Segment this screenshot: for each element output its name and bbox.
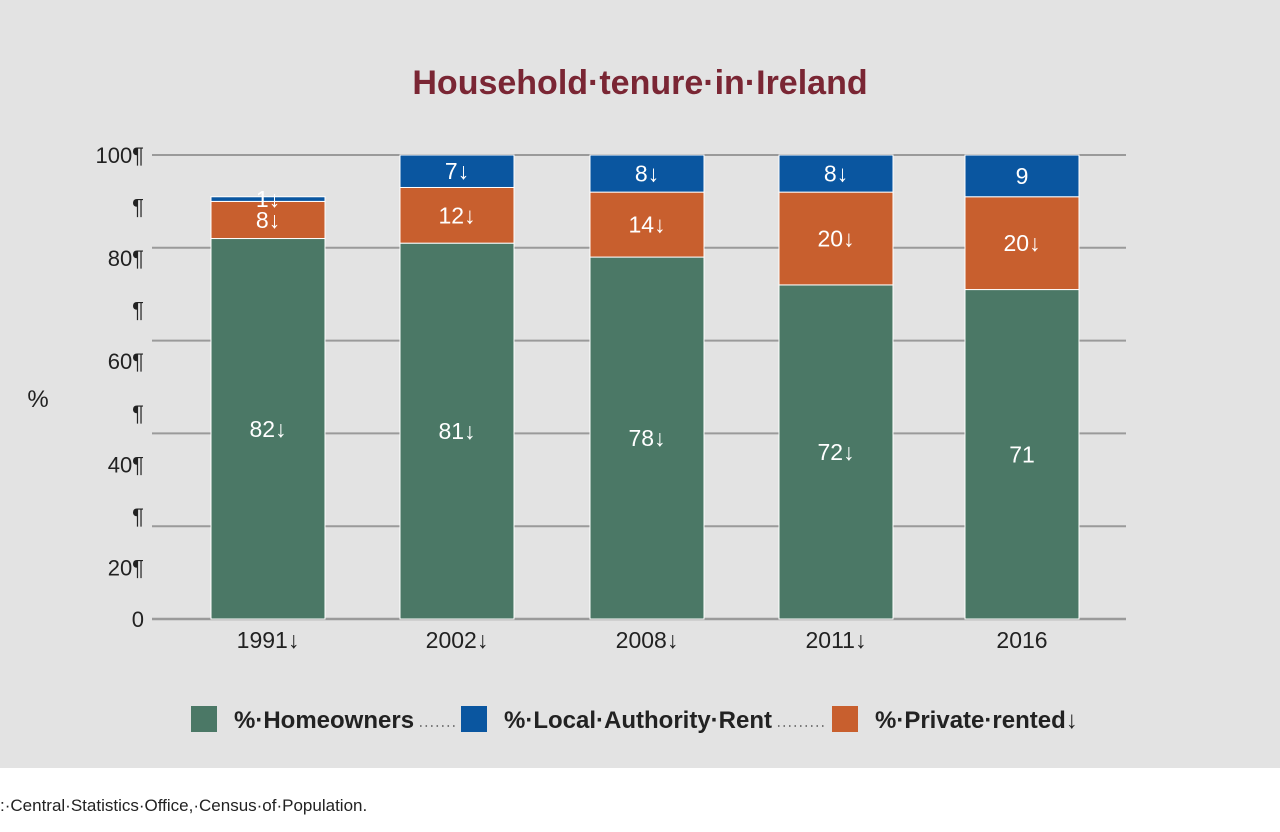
bar-value-label: 8↓ [824, 161, 848, 187]
bar-segment [964, 154, 1080, 198]
bar-segment [589, 256, 705, 620]
legend: %·Homeowners %·Local·Authority·Rent %·Priv… [191, 706, 1078, 734]
bar-segment [210, 238, 326, 620]
bar-value-label: 1↓ [256, 186, 280, 212]
bar-segment [399, 186, 515, 244]
y-tick-label: ¶ [132, 401, 144, 426]
bar-value-label: 71 [1009, 441, 1035, 467]
x-tick-label: 1991↓ [237, 627, 300, 653]
bar-value-label: 82↓ [249, 416, 286, 442]
bar-segment [210, 196, 326, 202]
legend-swatch [832, 706, 858, 732]
legend-swatch [191, 706, 217, 732]
bar-value-label: 7↓ [445, 158, 469, 184]
chart-panel: Household·tenure·in·Ireland % 0 20¶ ¶ 40¶ ¶ 6… [0, 0, 1280, 768]
x-tick-labels: 1991↓ 2002↓ 2008↓ 2011↓ 2016 [237, 627, 1048, 653]
bar-value-label: 12↓ [438, 202, 475, 228]
bar-segment [210, 200, 326, 240]
y-tick-label: ¶ [132, 504, 144, 529]
bar-value-label: 8↓ [635, 161, 659, 187]
y-tick-label: 80¶ [108, 246, 144, 271]
bar-segment [964, 289, 1080, 620]
y-axis-label: % [27, 386, 48, 413]
y-tick-labels: 0 20¶ ¶ 40¶ ¶ 60¶ ¶ 80¶ ¶ 100¶ [95, 143, 144, 632]
legend-swatch [461, 706, 487, 732]
bar-value-label: 8↓ [256, 207, 280, 233]
y-tick-label: 60¶ [108, 349, 144, 374]
bar-value-label: 14↓ [628, 212, 665, 238]
bar-value-label: 78↓ [628, 425, 665, 451]
chart-title: Household·tenure·in·Ireland [412, 64, 867, 102]
x-tick-label: 2011↓ [806, 627, 867, 653]
bar-segment [778, 284, 894, 620]
y-tick-label: 40¶ [108, 452, 144, 477]
bar-segment [399, 242, 515, 620]
y-tick-label: ¶ [132, 298, 144, 323]
x-tick-label: 2008↓ [616, 627, 679, 653]
bar-segment [399, 154, 515, 188]
bar-value-label: 72↓ [817, 439, 854, 465]
x-tick-label: 2016 [996, 627, 1047, 653]
bar-value-label: 20↓ [817, 226, 854, 252]
legend-label: %·Private·rented↓ [875, 707, 1078, 734]
bar-segment [778, 191, 894, 286]
y-tick-label: ¶ [132, 195, 144, 220]
bar-value-label: 20↓ [1003, 230, 1040, 256]
bar-segment [589, 191, 705, 258]
bar-value-label: 81↓ [438, 418, 475, 444]
chart-svg: Household·tenure·in·Ireland % 0 20¶ ¶ 40¶ ¶ 6… [27, 64, 1126, 734]
legend-label: %·Homeowners [234, 707, 414, 734]
x-tick-label: 2002↓ [426, 627, 489, 653]
bar-value-label: 9 [1016, 163, 1029, 189]
bar-segment [589, 154, 705, 193]
y-tick-label: 0 [132, 607, 144, 632]
y-tick-label: 20¶ [108, 555, 144, 580]
bar-segment [964, 196, 1080, 291]
source-note: :·Central·Statistics·Office,·Census·of·P… [0, 796, 368, 815]
legend-label: %·Local·Authority·Rent [504, 707, 772, 734]
bar-segment [778, 154, 894, 193]
y-tick-label: 100¶ [95, 143, 144, 168]
